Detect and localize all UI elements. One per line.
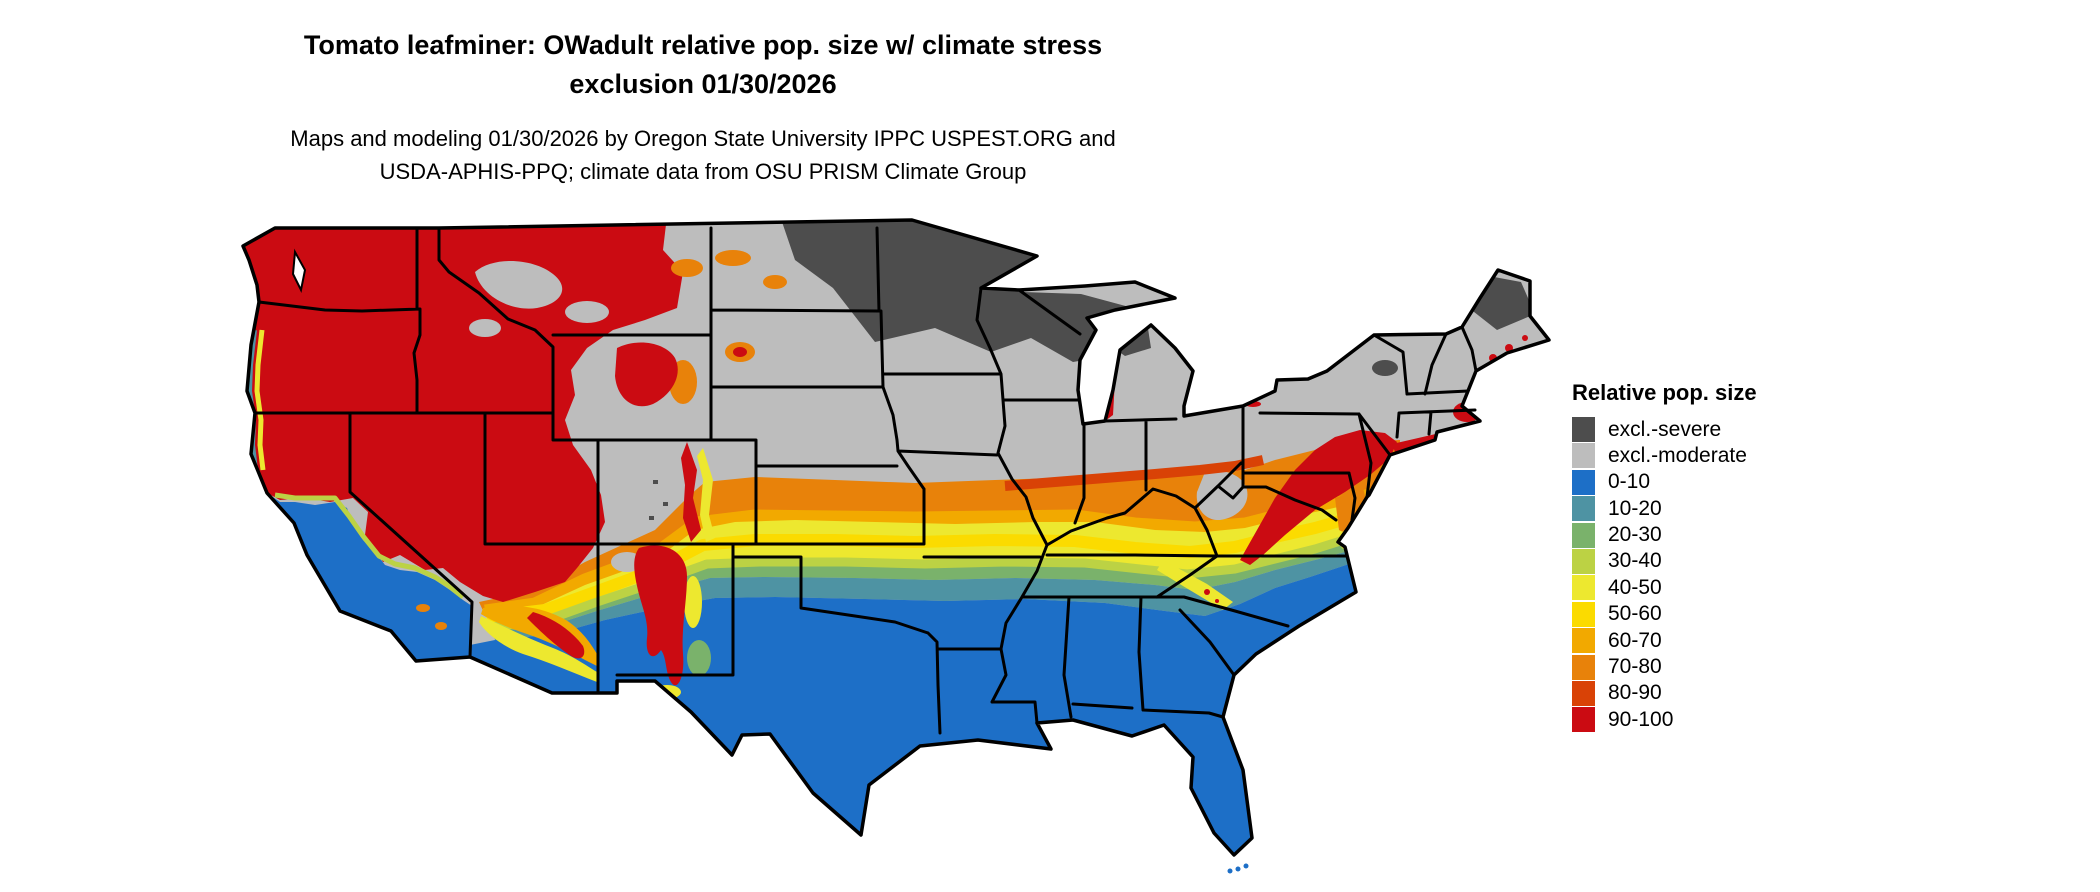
region-dark-colorado-peak-2 [663, 502, 668, 506]
legend-swatch [1572, 417, 1595, 442]
legend-item-b90: 90-100 [1572, 707, 1757, 733]
region-orange-north-dakota-1 [715, 250, 751, 266]
legend-item-b40: 40-50 [1572, 575, 1757, 601]
legend-item-b30: 30-40 [1572, 548, 1757, 574]
region-dark-colorado-peak-3 [649, 516, 654, 520]
legend-swatch [1572, 443, 1595, 469]
legend-label: 20-30 [1608, 523, 1662, 547]
legend-label: 30-40 [1608, 549, 1662, 573]
region-red-appalachian-dot-2 [1215, 599, 1219, 603]
legend-swatch [1572, 654, 1595, 680]
region-wv-ridge-gray [1196, 470, 1248, 521]
region-gray-idaho [469, 319, 501, 337]
legend-swatch [1572, 496, 1595, 522]
legend-label: 0-10 [1608, 470, 1651, 494]
florida-keys-dot-2 [1235, 866, 1241, 872]
florida-keys-dot-3 [1243, 863, 1249, 869]
legend-label: 40-50 [1608, 575, 1662, 599]
region-gray-montana-2 [565, 301, 609, 323]
region-orange-mojave-2 [435, 622, 447, 630]
region-yellow-nm-east [684, 576, 702, 628]
page-subtitle: Maps and modeling 01/30/2026 by Oregon S… [0, 122, 1406, 188]
region-excl-severe-adirondacks [1372, 360, 1398, 376]
state-borders [253, 226, 1478, 735]
subtitle-line-2: USDA-APHIS-PPQ; climate data from OSU PR… [379, 159, 1027, 184]
legend-swatch [1572, 522, 1595, 548]
region-red-mid-atlantic [1240, 430, 1397, 565]
legend-item-b10: 10-20 [1572, 496, 1757, 522]
legend-swatch [1572, 575, 1595, 601]
region-yellow-oregon-coast [254, 329, 266, 471]
legend-label: excl.-moderate [1608, 443, 1747, 467]
region-80-90-band [1004, 455, 1265, 491]
region-gray-montana-1 [475, 260, 563, 309]
legend-swatch [1572, 548, 1595, 574]
region-orange-mojave-1 [416, 604, 430, 612]
region-red-appalachian-dot-1 [1204, 589, 1210, 595]
legend-label: excl.-severe [1608, 417, 1722, 441]
title-line-1: Tomato leafminer: OWadult relative pop. … [303, 30, 1103, 60]
legend-label: 50-60 [1608, 602, 1662, 626]
legend-label: 70-80 [1608, 655, 1662, 679]
legend-swatch [1572, 680, 1595, 706]
region-red-wyoming [615, 342, 678, 407]
region-yellow-colorado [697, 448, 715, 542]
legend-item-b0: 0-10 [1572, 469, 1757, 495]
region-green-california-fringe [274, 492, 465, 599]
page-title: Tomato leafminer: OWadult relative pop. … [0, 26, 1406, 104]
map-svg [241, 218, 1551, 874]
map-legend: Relative pop. size excl.-severe excl.-mo… [1572, 380, 1757, 734]
region-20-30-band [490, 525, 1380, 632]
legend-item-mod: excl.-moderate [1572, 443, 1757, 469]
region-blue-california [267, 493, 472, 661]
title-line-2: exclusion 01/30/2026 [569, 69, 837, 99]
legend-swatch [1572, 469, 1595, 495]
region-orange-montana-east [671, 259, 703, 277]
florida-keys-dot-1 [1227, 868, 1233, 874]
subtitle-line-1: Maps and modeling 01/30/2026 by Oregon S… [290, 126, 1116, 151]
region-red-colorado-frontrange [681, 442, 701, 542]
region-orange-north-dakota-2 [763, 275, 787, 289]
region-yellow-appalachians [1157, 560, 1233, 610]
region-50-60-band [486, 502, 1385, 623]
region-red-mogollon-rim [527, 612, 585, 659]
legend-label: 90-100 [1608, 707, 1674, 731]
legend-swatch [1572, 628, 1595, 654]
region-red-black-hills [733, 347, 747, 357]
region-excl-severe-north [780, 220, 1147, 362]
region-dark-colorado-peak-1 [653, 480, 658, 484]
region-yellow-arizona [479, 616, 597, 682]
legend-label: 60-70 [1608, 628, 1662, 652]
conus-outline [241, 218, 1551, 857]
legend-title: Relative pop. size [1572, 380, 1757, 405]
legend-label: 80-90 [1608, 681, 1662, 705]
legend-swatch [1572, 707, 1595, 733]
legend-item-b50: 50-60 [1572, 601, 1757, 627]
region-red-maine-coast-3 [1522, 335, 1528, 341]
map-regions [243, 220, 1549, 855]
legend-item-b60: 60-70 [1572, 628, 1757, 654]
legend-item-b80: 80-90 [1572, 680, 1757, 706]
region-10-20-band [493, 542, 1375, 640]
legend-item-sev: excl.-severe [1572, 417, 1757, 442]
region-red-new-mexico [634, 545, 687, 686]
legend-swatch [1572, 601, 1595, 627]
region-green-nm-southeast [687, 640, 711, 676]
legend-item-b70: 70-80 [1572, 654, 1757, 680]
legend-label: 10-20 [1608, 496, 1662, 520]
puget-sound [291, 248, 307, 294]
legend-items: excl.-severe excl.-moderate 0-10 10-20 2… [1572, 417, 1757, 733]
us-choropleth-map [235, 216, 1555, 892]
legend-item-b20: 20-30 [1572, 522, 1757, 548]
